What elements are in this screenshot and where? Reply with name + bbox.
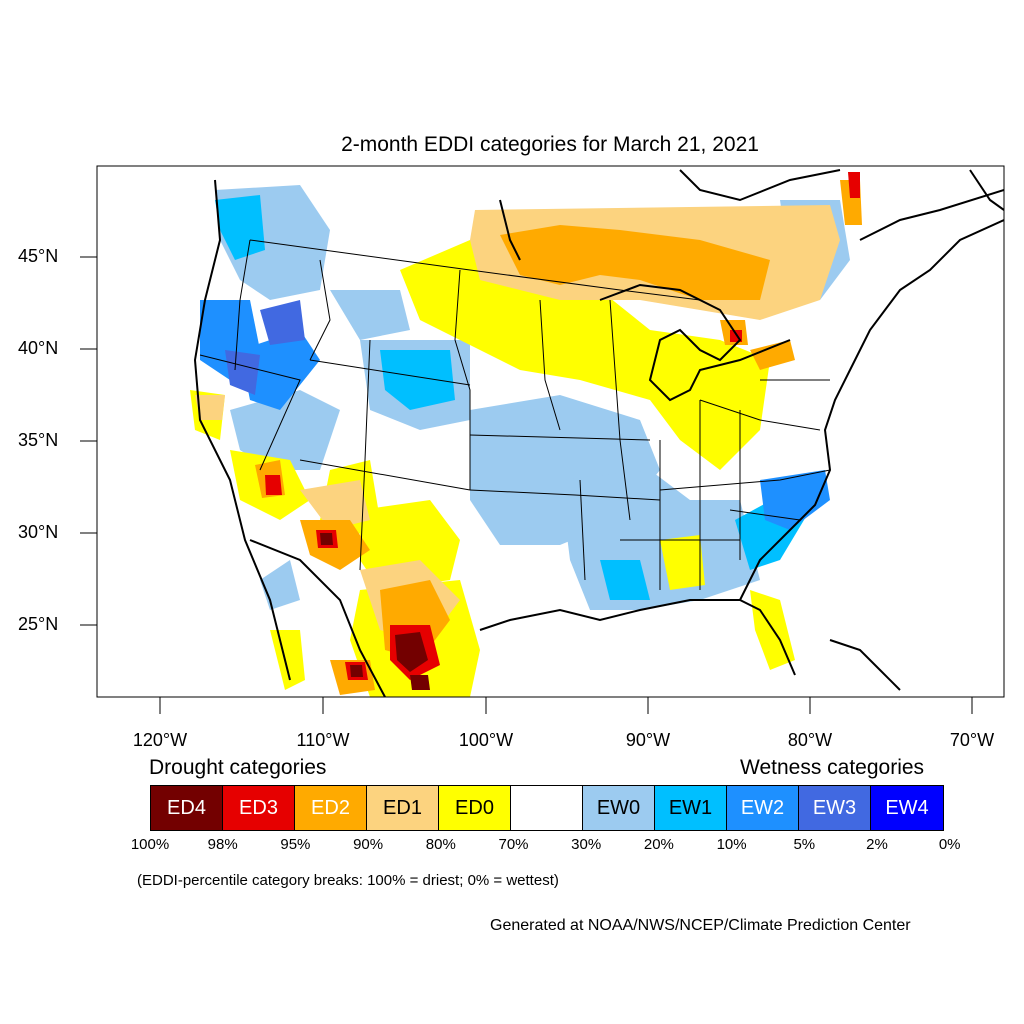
break-label: 10% [716,836,747,853]
lon-label-100: 100°W [458,730,514,750]
legend-box-ew4: EW4 [871,786,943,830]
ew2-regions [200,300,830,530]
ed2-regions [255,180,862,695]
ed4-regions [320,533,430,690]
break-label: 20% [643,836,674,853]
legend-box-ed2: ED2 [295,786,367,830]
category-fields [190,169,1004,697]
legend-box-ew3: EW3 [799,786,871,830]
lat-label-30: 30°N [18,522,59,542]
break-label: 98% [207,836,238,853]
state-borders [199,239,831,590]
break-label: 100% [130,836,170,853]
lon-ticks [159,697,973,714]
legend-box-ed0: ED0 [439,786,511,830]
legend-box-ew1: EW1 [655,786,727,830]
legend-box-neutral [511,786,583,830]
lat-ticks [80,256,97,626]
legend-box-ed3: ED3 [223,786,295,830]
legend-box-ew2: EW2 [727,786,799,830]
legend-box-ew0: EW0 [583,786,655,830]
break-label: 70% [498,836,529,853]
map-frame [96,165,1005,698]
lon-label-90: 90°W [625,730,671,750]
lat-label-40: 40°N [18,338,59,358]
coastlines [193,169,1004,697]
break-label: 30% [571,836,602,853]
ew1-regions [215,195,810,600]
legend-box-ed4: ED4 [151,786,223,830]
ew3-regions [225,300,305,395]
lon-label-70: 70°W [949,730,995,750]
break-label: 5% [793,836,816,853]
wetness-heading: Wetness categories [740,756,925,779]
drought-heading: Drought categories [149,756,327,779]
break-label: 90% [353,836,384,853]
lon-label-80: 80°W [787,730,833,750]
break-label: 2% [866,836,888,853]
break-label: 95% [280,836,311,853]
legend-bar: ED4 ED3 ED2 ED1 ED0 EW0 EW1 EW2 EW3 EW4 [150,785,944,831]
break-label: 0% [938,836,961,853]
lat-label-35: 35°N [18,430,59,450]
breaks-note: (EDDI-percentile category breaks: 100% =… [137,872,559,889]
lon-label-120: 120°W [132,730,188,750]
lat-label-25: 25°N [18,614,59,634]
map-title: 2-month EDDI categories for March 21, 20… [341,133,759,156]
lat-label-45: 45°N [18,246,59,266]
credit-line: Generated at NOAA/NWS/NCEP/Climate Predi… [490,917,911,934]
break-label: 80% [425,836,456,853]
lon-label-110: 110°W [296,730,350,750]
legend-box-ed1: ED1 [367,786,439,830]
